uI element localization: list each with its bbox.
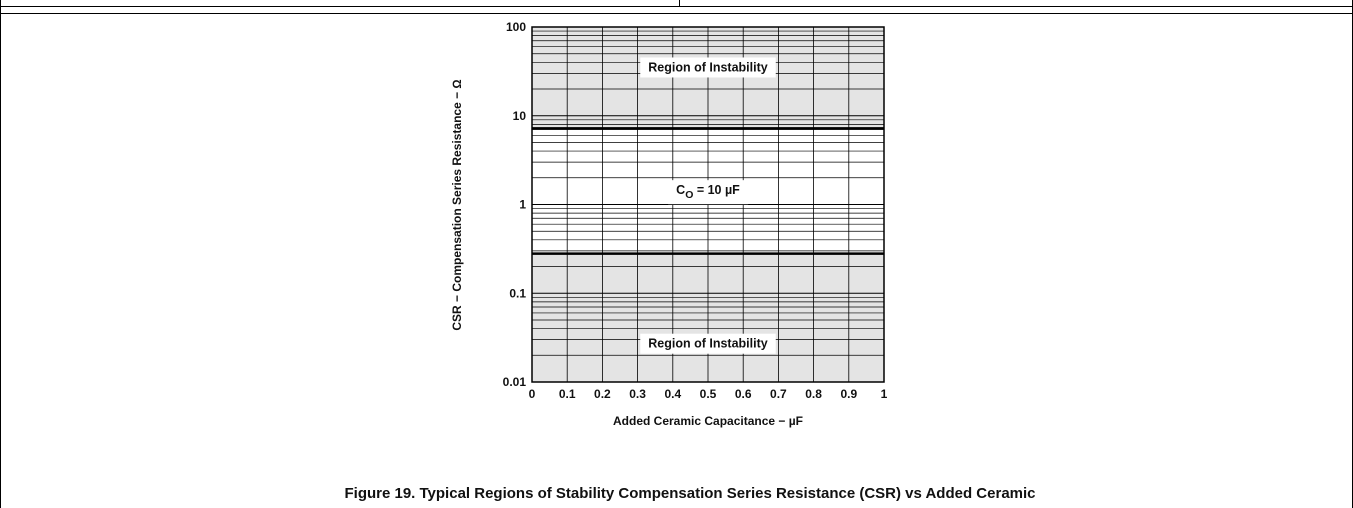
annotation-3: Region of Instability <box>648 337 767 351</box>
y-tick-labels: 0.01 0.1 1 10 100 <box>503 20 527 389</box>
x-tick-label-5: 0.5 <box>700 387 717 401</box>
x-tick-label-8: 0.8 <box>805 387 822 401</box>
x-tick-label-6: 0.6 <box>735 387 752 401</box>
page-frame <box>0 14 1353 508</box>
y-tick-label-1: 0.1 <box>509 286 526 300</box>
y-tick-label-2: 1 <box>519 198 526 212</box>
grid-lines <box>532 27 884 382</box>
annotation-1: Region of Instability <box>648 60 767 74</box>
x-tick-label-4: 0.4 <box>664 387 681 401</box>
x-axis-title: Added Ceramic Capacitance − µF <box>613 414 803 428</box>
annotation-box-1 <box>640 57 776 78</box>
x-tick-label-7: 0.7 <box>770 387 787 401</box>
stability-boundaries <box>532 127 884 255</box>
y-tick-label-4: 100 <box>506 20 526 34</box>
y-tick-label-0: 0.01 <box>503 375 527 389</box>
plot-frame <box>531 26 885 383</box>
x-tick-label-2: 0.2 <box>594 387 611 401</box>
y-tick-label-3: 10 <box>513 109 527 123</box>
annotation-box-2 <box>668 180 749 205</box>
x-tick-label-0: 0 <box>529 387 536 401</box>
x-tick-labels: 0 0.1 0.2 0.3 0.4 0.5 0.6 0.7 0.8 0.9 1 <box>529 387 888 401</box>
x-tick-label-9: 0.9 <box>840 387 857 401</box>
x-tick-label-3: 0.3 <box>629 387 646 401</box>
x-tick-label-10: 1 <box>881 387 888 401</box>
annotation-box-3 <box>640 333 776 354</box>
figure-caption: Figure 19. Typical Regions of Stability … <box>344 485 1035 502</box>
y-axis-title: CSR − Compensation Series Resistance − Ω <box>450 79 464 330</box>
x-tick-label-1: 0.1 <box>559 387 576 401</box>
